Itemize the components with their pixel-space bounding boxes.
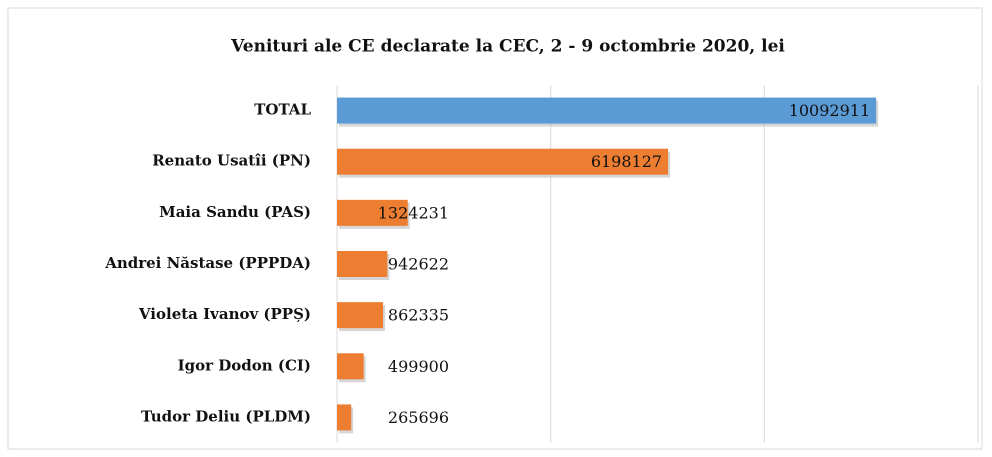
value-label: 6198127	[591, 152, 662, 171]
y-tick-label: Igor Dodon (CI)	[178, 356, 311, 374]
value-label: 862335	[388, 306, 449, 325]
bar	[337, 148, 669, 175]
bar	[337, 302, 384, 329]
y-tick-label: Andrei Năstase (PPPDA)	[104, 254, 311, 272]
value-label: 1324231	[378, 203, 449, 222]
bar	[337, 404, 352, 431]
bar	[337, 97, 877, 124]
value-label: 265696	[388, 408, 449, 427]
value-label: 942622	[388, 255, 449, 274]
y-tick-label: Tudor Deliu (PLDM)	[141, 407, 311, 425]
chart-title: Venituri ale CE declarate la CEC, 2 - 9 …	[230, 37, 785, 57]
y-tick-label: Maia Sandu (PAS)	[159, 203, 311, 221]
value-label: 499900	[388, 357, 449, 376]
y-tick-label: TOTAL	[254, 101, 311, 119]
y-tick-label: Violeta Ivanov (PPȘ)	[138, 305, 311, 323]
chart-frame	[7, 7, 983, 450]
value-label: 10092911	[789, 101, 870, 120]
bar	[337, 353, 364, 380]
bar	[337, 251, 388, 277]
y-tick-label: Renato Usatîi (PN)	[152, 152, 311, 170]
bar	[337, 199, 408, 226]
